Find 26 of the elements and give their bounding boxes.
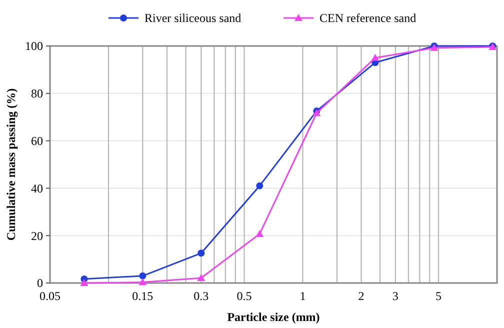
y-tick-label: 100: [25, 39, 43, 54]
y-tick-label: 20: [31, 228, 43, 243]
point: [198, 250, 205, 257]
legend-label: CEN reference sand: [320, 11, 416, 26]
point: [139, 272, 146, 280]
point: [197, 274, 206, 282]
x-tick-label: 2: [358, 289, 364, 303]
y-tick-label: 0: [37, 276, 43, 290]
y-axis-title: Cumulative mass passing (%): [4, 88, 18, 241]
point: [371, 54, 380, 61]
x-axis-title: Particle size (mm): [227, 310, 320, 324]
x-tick-label: 0.3: [194, 289, 209, 303]
y-tick-label: 40: [31, 181, 43, 196]
x-tick-label: 0.05: [40, 289, 60, 303]
x-tick-label: 1: [300, 289, 306, 303]
x-tick-label: 0.5: [236, 289, 252, 303]
x-tick-label: 0.15: [132, 289, 154, 303]
point: [256, 182, 264, 190]
point: [80, 279, 88, 286]
x-tick-label: 5: [436, 289, 442, 303]
y-tick-label: 80: [31, 86, 43, 101]
legend-label: River siliceous sand: [144, 11, 242, 26]
point: [138, 278, 147, 286]
point: [256, 230, 264, 237]
x-tick-label: 3: [392, 289, 398, 303]
y-tick-label: 60: [31, 134, 43, 148]
